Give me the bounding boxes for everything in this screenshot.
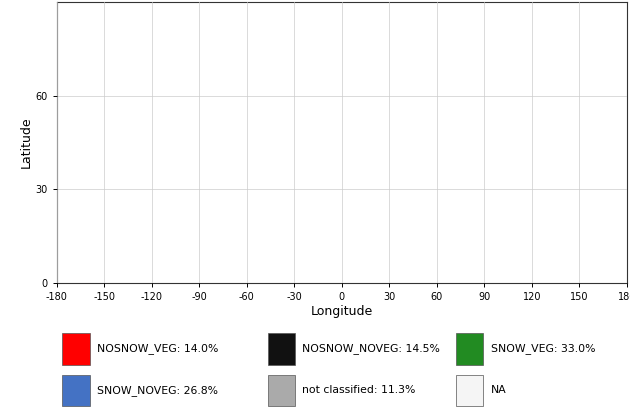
Text: SNOW_NOVEG: 26.8%: SNOW_NOVEG: 26.8% <box>97 385 218 396</box>
Bar <box>455 334 483 364</box>
Bar <box>268 334 295 364</box>
Text: NOSNOW_VEG: 14.0%: NOSNOW_VEG: 14.0% <box>97 344 219 354</box>
Text: SNOW_VEG: 33.0%: SNOW_VEG: 33.0% <box>491 344 595 354</box>
Bar <box>268 375 295 406</box>
Text: not classified: 11.3%: not classified: 11.3% <box>302 386 416 395</box>
Bar <box>62 334 89 364</box>
Text: NOSNOW_NOVEG: 14.5%: NOSNOW_NOVEG: 14.5% <box>302 344 440 354</box>
Bar <box>455 375 483 406</box>
Text: NA: NA <box>491 386 507 395</box>
X-axis label: Longitude: Longitude <box>311 305 373 318</box>
Y-axis label: Latitude: Latitude <box>20 117 33 168</box>
Bar <box>62 375 89 406</box>
